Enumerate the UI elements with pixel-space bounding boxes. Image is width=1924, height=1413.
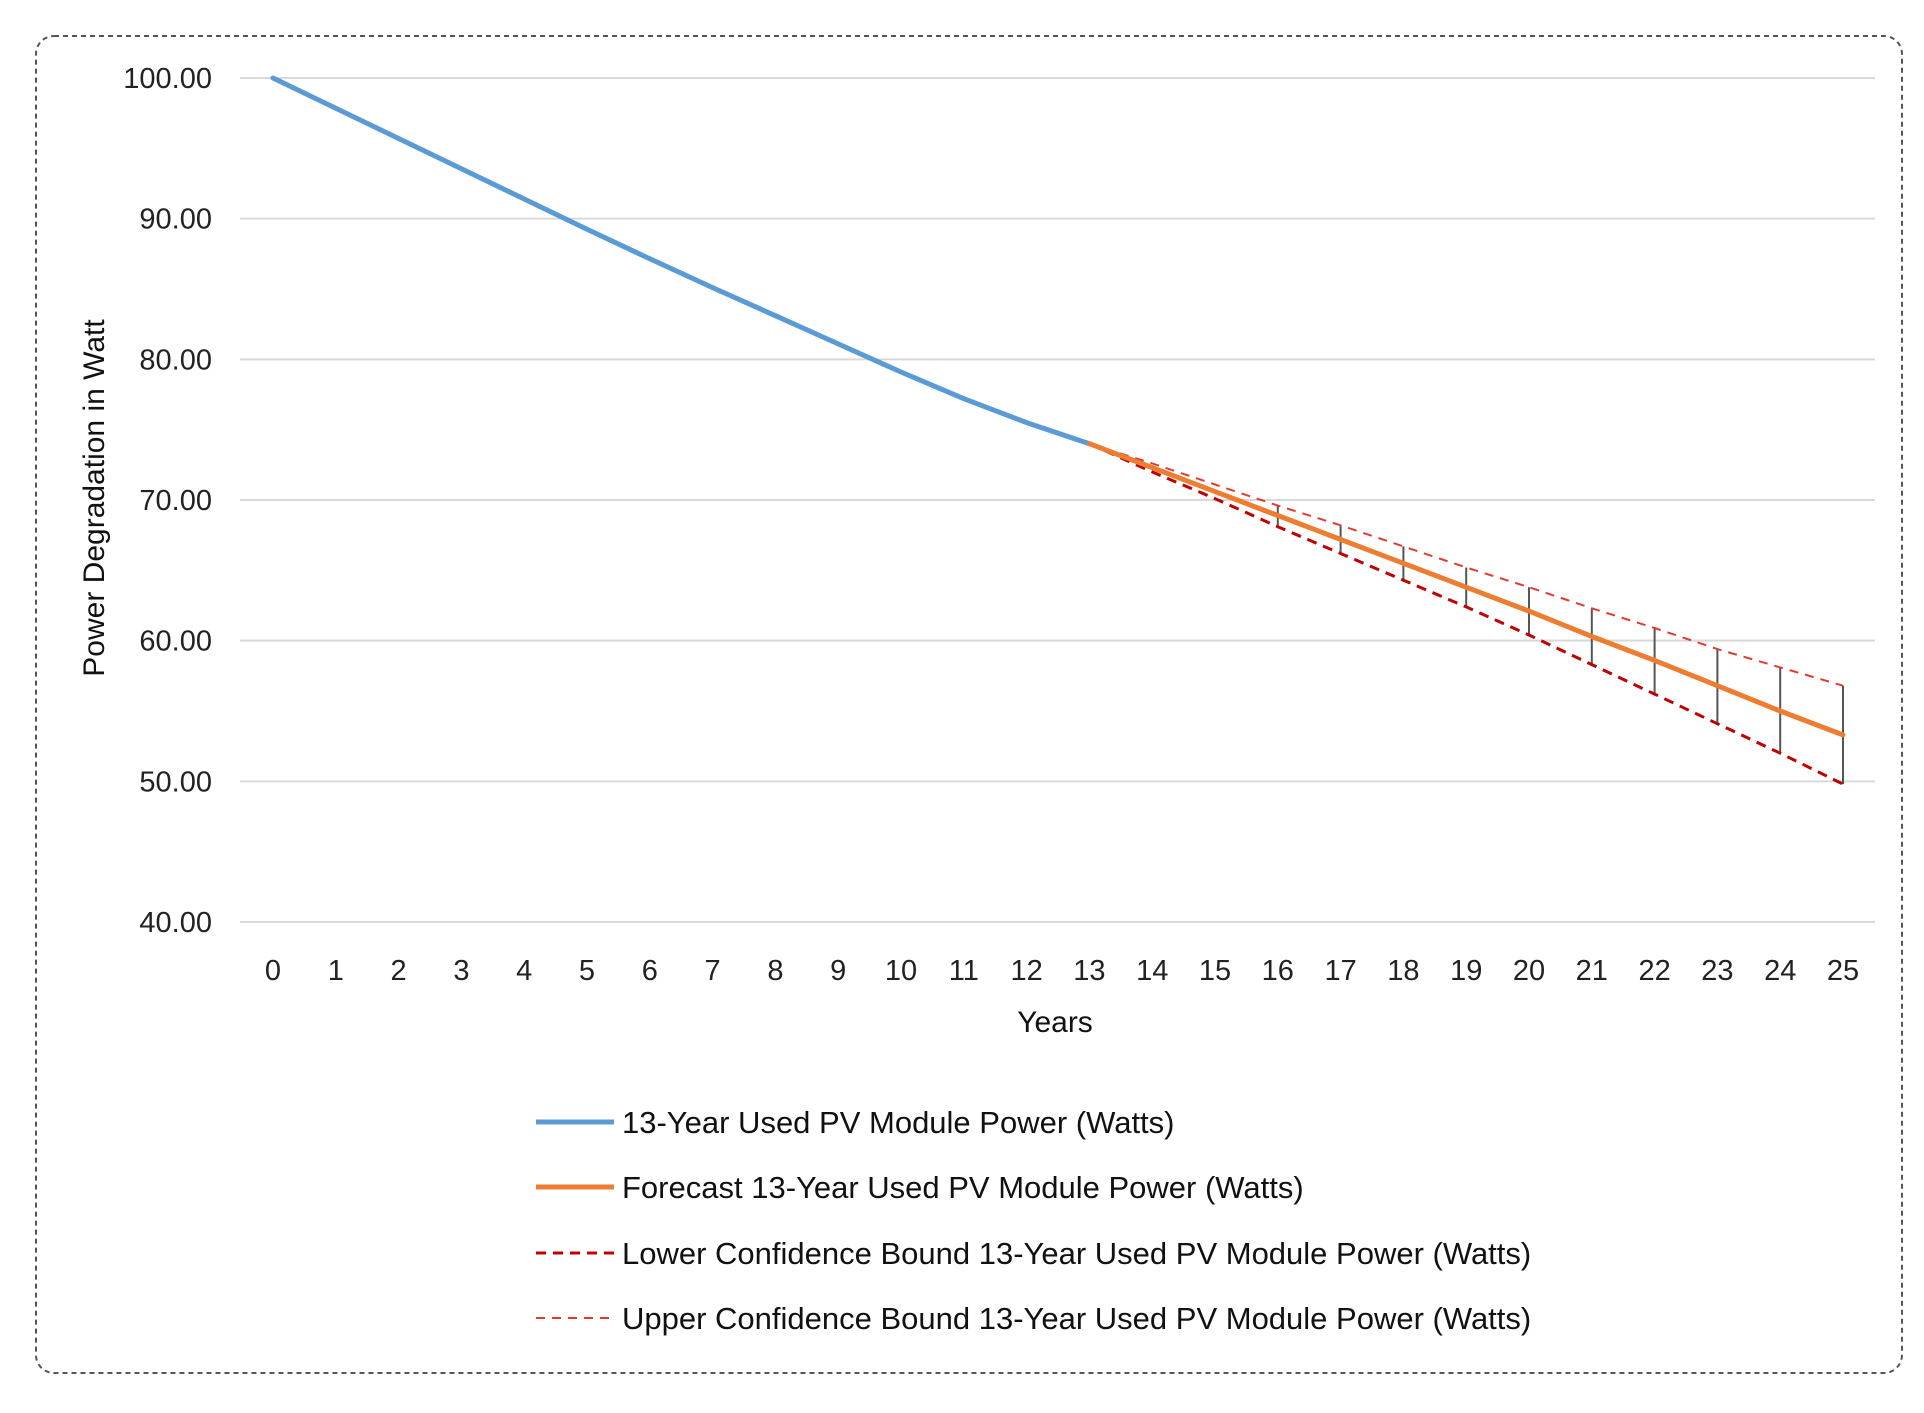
y-tick-label: 90.00 (139, 204, 212, 236)
x-tick-label: 15 (1199, 955, 1231, 987)
x-tick-label: 24 (1764, 955, 1796, 987)
x-tick-label: 19 (1450, 955, 1482, 987)
chart-border (35, 35, 1903, 1374)
y-tick-label: 70.00 (139, 485, 212, 517)
x-tick-label: 21 (1576, 955, 1608, 987)
series-line-2 (1086, 441, 1846, 738)
y-axis-ticks: 40.00 50.00 60.00 70.00 80.00 90.00 100.00 (123, 63, 212, 939)
x-tick-label: 1 (328, 955, 344, 987)
x-tick-label: 22 (1638, 955, 1670, 987)
y-tick-label: 100.00 (123, 63, 212, 95)
x-tick-label: 23 (1701, 955, 1733, 987)
y-tick-label: 40.00 (139, 907, 212, 939)
legend-label: Lower Confidence Bound 13-Year Used PV M… (622, 1236, 1531, 1271)
legend-label: Forecast 13-Year Used PV Module Power (W… (622, 1170, 1304, 1205)
y-tick-label: 80.00 (139, 344, 212, 376)
x-tick-label: 4 (516, 955, 532, 987)
x-tick-label: 3 (453, 955, 469, 987)
legend-label: 13-Year Used PV Module Power (Watts) (622, 1105, 1175, 1140)
x-tick-label: 7 (705, 955, 721, 987)
x-axis-title: Years (1017, 1006, 1093, 1039)
series-lines (270, 75, 1846, 786)
x-tick-label: 12 (1010, 955, 1042, 987)
x-tick-label: 6 (642, 955, 658, 987)
x-tick-label: 25 (1827, 955, 1859, 987)
series-line-3 (1088, 442, 1844, 786)
y-tick-label: 50.00 (139, 766, 212, 798)
x-tick-label: 2 (391, 955, 407, 987)
y-axis-title: Power Degradation in Watt (78, 319, 111, 677)
x-tick-label: 14 (1136, 955, 1168, 987)
legend-label: Upper Confidence Bound 13-Year Used PV M… (622, 1301, 1531, 1336)
series-line-1 (270, 75, 1092, 447)
legend: 13-Year Used PV Module Power (Watts) Fore… (536, 1105, 1531, 1336)
x-axis-ticks: 0 1 2 3 4 5 6 7 8 9 10 11 12 13 14 15 16 17 18 19 20 21 22 23 24… (265, 955, 1859, 987)
x-tick-label: 17 (1324, 955, 1356, 987)
x-tick-label: 20 (1513, 955, 1545, 987)
x-tick-label: 9 (830, 955, 846, 987)
x-tick-label: 16 (1262, 955, 1294, 987)
x-tick-label: 0 (265, 955, 281, 987)
x-tick-label: 13 (1073, 955, 1105, 987)
x-tick-label: 10 (885, 955, 917, 987)
x-tick-label: 11 (949, 955, 979, 987)
x-tick-label: 18 (1387, 955, 1419, 987)
series-line-4 (1089, 442, 1844, 687)
y-tick-label: 60.00 (139, 626, 212, 658)
x-tick-label: 8 (767, 955, 783, 987)
x-tick-label: 5 (579, 955, 595, 987)
